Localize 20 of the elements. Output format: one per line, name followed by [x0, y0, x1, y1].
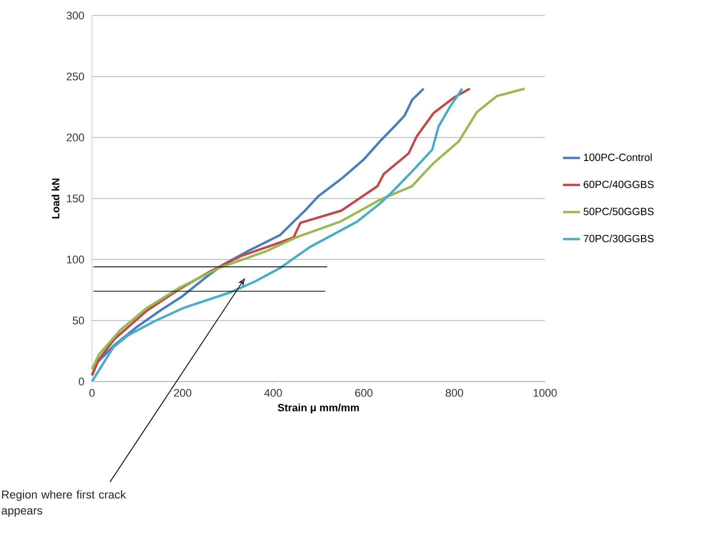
y-tick-label: 150	[67, 194, 84, 202]
y-tick-label: 100	[67, 256, 84, 264]
legend-label: 50PC/50GGBS	[584, 207, 654, 216]
y-tick-label: 50	[72, 316, 84, 324]
x-tick-label: 0	[89, 389, 95, 397]
y-tick-label: 200	[66, 134, 84, 142]
x-tick-label: 800	[446, 389, 464, 397]
legend-label: 70PC/30GGBS	[584, 234, 654, 242]
x-tick-label: 600	[355, 389, 373, 397]
y-tick-label: 300	[66, 12, 84, 20]
text: Region where first crack appears	[2, 490, 126, 517]
x-tick-label: 400	[264, 389, 282, 397]
x-axis-title: Strain μ mm/mm	[278, 404, 359, 414]
legend-label: 100PC-Control	[584, 153, 652, 162]
y-tick-label: 250	[66, 72, 84, 80]
x-tick-label: 200	[174, 389, 192, 397]
legend-label: 60PC/40GGBS	[584, 180, 654, 188]
y-axis-title: Load kN	[52, 178, 60, 218]
y-tick-label: 0	[78, 378, 84, 386]
x-tick-label: 1000	[534, 389, 557, 397]
